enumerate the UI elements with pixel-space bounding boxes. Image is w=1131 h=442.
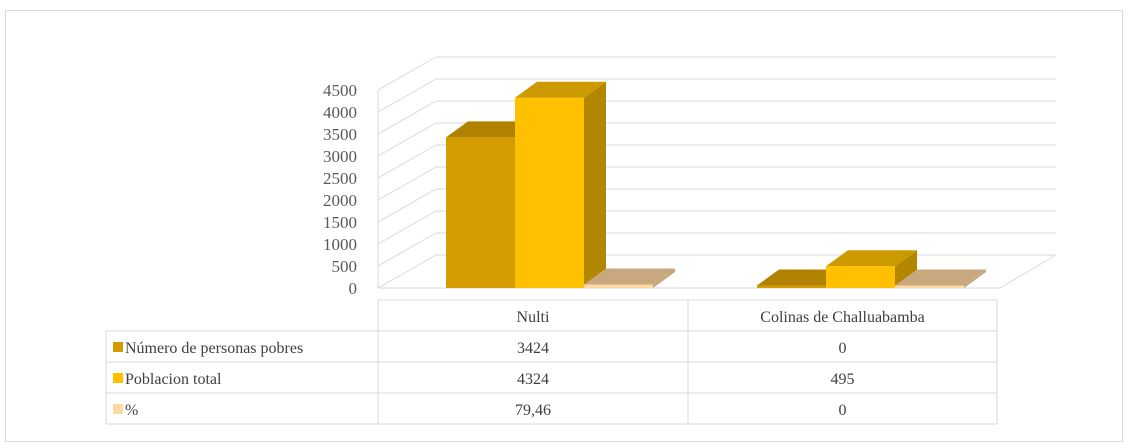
y-tick-label: 3500 (323, 125, 357, 144)
y-tick-label: 2500 (323, 169, 357, 188)
floor-edge-right (999, 254, 1057, 289)
category-label: Nulti (517, 309, 550, 326)
bar-top (895, 269, 986, 286)
bar (757, 285, 826, 288)
data-label: 0 (839, 402, 847, 419)
data-label: 0 (839, 340, 847, 357)
side-gridline (377, 122, 437, 157)
bar-top (584, 268, 675, 285)
y-tick-label: 3000 (323, 147, 357, 166)
data-label: 79,46 (515, 402, 551, 419)
side-gridline (377, 100, 437, 135)
legend-label: Número de personas pobres (125, 340, 303, 357)
y-tick-label: 4500 (323, 81, 357, 100)
side-gridline (377, 166, 437, 201)
side-gridline (377, 188, 437, 223)
side-gridline (377, 210, 437, 245)
bar-side (584, 81, 606, 288)
y-tick-label: 1000 (323, 235, 357, 254)
legend-swatch (113, 373, 123, 383)
side-gridline (377, 144, 437, 179)
y-tick-label: 1500 (323, 213, 357, 232)
y-tick-label: 500 (332, 257, 358, 276)
category-label: Colinas de Challuabamba (760, 309, 924, 326)
side-gridline (377, 56, 437, 91)
bar-side (964, 269, 986, 288)
legend-label: % (125, 402, 138, 419)
bar-top (826, 250, 917, 267)
y-tick-label: 4000 (323, 103, 357, 122)
side-gridline (377, 232, 437, 267)
bar (584, 284, 653, 288)
legend-label: Poblacion total (125, 371, 222, 388)
bar (826, 266, 895, 288)
data-label: 3424 (517, 340, 549, 357)
y-tick-label: 2000 (323, 191, 357, 210)
side-gridline (377, 78, 437, 113)
bar (895, 285, 964, 288)
data-label: 4324 (517, 371, 549, 388)
bar-top (446, 121, 537, 138)
side-gridline (377, 254, 437, 289)
bar-side (895, 250, 917, 288)
bar (446, 137, 515, 288)
legend-swatch (113, 342, 123, 352)
y-tick-label: 0 (349, 279, 358, 298)
data-label: 495 (831, 371, 855, 388)
bar-top (515, 81, 606, 98)
bar (515, 97, 584, 288)
bar-side (653, 268, 675, 288)
bar-top (757, 269, 848, 286)
legend-swatch (113, 404, 123, 414)
